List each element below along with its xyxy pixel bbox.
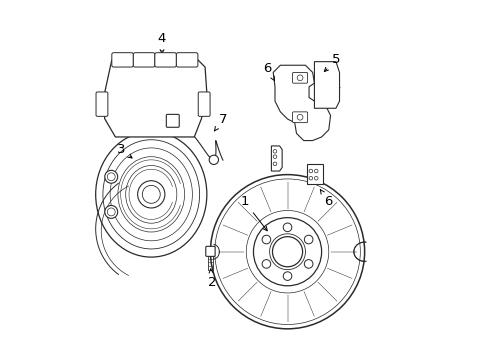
Circle shape bbox=[297, 75, 303, 81]
Polygon shape bbox=[271, 146, 282, 171]
Circle shape bbox=[104, 206, 118, 219]
FancyBboxPatch shape bbox=[292, 72, 307, 83]
Polygon shape bbox=[104, 60, 206, 137]
Circle shape bbox=[273, 155, 276, 158]
Circle shape bbox=[273, 149, 276, 153]
Circle shape bbox=[262, 260, 270, 268]
Polygon shape bbox=[306, 164, 323, 184]
Text: 6: 6 bbox=[263, 62, 274, 81]
FancyBboxPatch shape bbox=[155, 53, 176, 67]
Text: 4: 4 bbox=[158, 32, 166, 54]
FancyBboxPatch shape bbox=[176, 53, 198, 67]
Text: 7: 7 bbox=[214, 113, 227, 131]
Circle shape bbox=[273, 162, 276, 166]
Circle shape bbox=[297, 114, 303, 120]
Circle shape bbox=[304, 260, 312, 268]
Circle shape bbox=[314, 176, 317, 180]
Circle shape bbox=[262, 235, 270, 244]
FancyBboxPatch shape bbox=[112, 53, 133, 67]
Circle shape bbox=[283, 272, 291, 280]
Circle shape bbox=[107, 208, 115, 216]
Polygon shape bbox=[273, 65, 330, 140]
FancyBboxPatch shape bbox=[166, 114, 179, 127]
FancyBboxPatch shape bbox=[96, 92, 108, 116]
Text: 1: 1 bbox=[240, 195, 266, 231]
FancyBboxPatch shape bbox=[292, 112, 307, 123]
Circle shape bbox=[308, 169, 312, 173]
Text: 2: 2 bbox=[207, 269, 216, 289]
Text: 6: 6 bbox=[320, 190, 332, 208]
Circle shape bbox=[304, 235, 312, 244]
FancyBboxPatch shape bbox=[133, 53, 155, 67]
Circle shape bbox=[272, 237, 302, 267]
Text: 5: 5 bbox=[324, 53, 340, 72]
Circle shape bbox=[137, 181, 164, 208]
Circle shape bbox=[142, 185, 160, 203]
Circle shape bbox=[308, 176, 312, 180]
FancyBboxPatch shape bbox=[198, 92, 210, 116]
Circle shape bbox=[104, 170, 118, 183]
Text: 3: 3 bbox=[116, 143, 132, 158]
FancyBboxPatch shape bbox=[205, 246, 215, 256]
Circle shape bbox=[283, 223, 291, 231]
Polygon shape bbox=[314, 62, 339, 108]
Circle shape bbox=[107, 173, 115, 181]
Circle shape bbox=[209, 155, 218, 165]
Circle shape bbox=[314, 169, 317, 173]
